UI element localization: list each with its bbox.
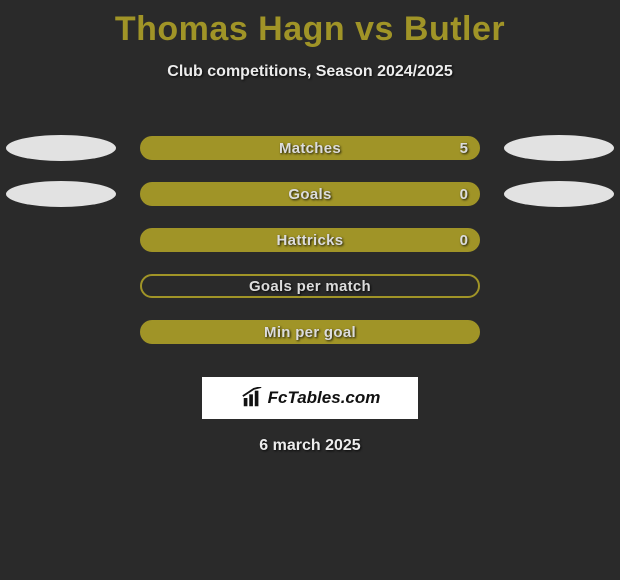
stat-row-matches: Matches 5: [0, 125, 620, 171]
stat-row-goals: Goals 0: [0, 171, 620, 217]
stat-label: Hattricks: [142, 230, 478, 250]
stat-bar: Min per goal: [140, 320, 480, 344]
stat-label: Goals per match: [142, 276, 478, 296]
ellipse-left: [6, 135, 116, 161]
subtitle: Club competitions, Season 2024/2025: [0, 63, 620, 81]
chart-icon: [240, 387, 264, 409]
stat-bar: Hattricks 0: [140, 228, 480, 252]
page-title: Thomas Hagn vs Butler: [0, 0, 620, 49]
stat-bar: Goals per match: [140, 274, 480, 298]
stat-label: Goals: [142, 184, 478, 204]
stat-row-min-per-goal: Min per goal: [0, 309, 620, 355]
stat-bar: Matches 5: [140, 136, 480, 160]
logo-text: FcTables.com: [268, 388, 381, 408]
comparison-rows: Matches 5 Goals 0 Hattricks 0 Goals per …: [0, 125, 620, 355]
ellipse-right: [504, 135, 614, 161]
stat-value: 5: [460, 138, 468, 158]
stat-value: 0: [460, 230, 468, 250]
stat-row-goals-per-match: Goals per match: [0, 263, 620, 309]
stat-row-hattricks: Hattricks 0: [0, 217, 620, 263]
stat-label: Min per goal: [142, 322, 478, 342]
date-label: 6 march 2025: [0, 437, 620, 455]
stat-value: 0: [460, 184, 468, 204]
ellipse-left: [6, 181, 116, 207]
stat-label: Matches: [142, 138, 478, 158]
ellipse-right: [504, 181, 614, 207]
logo-box: FcTables.com: [202, 377, 418, 419]
stat-bar: Goals 0: [140, 182, 480, 206]
